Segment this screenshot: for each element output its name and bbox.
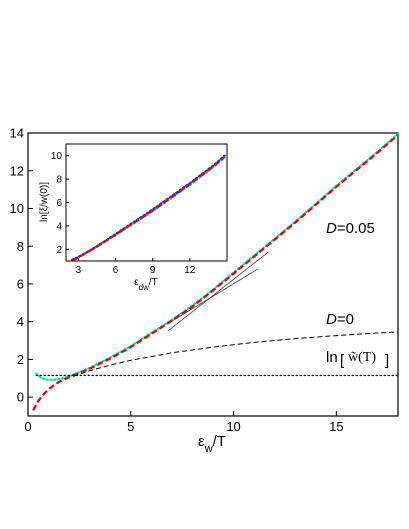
annotation-d-0: D=0 bbox=[326, 311, 354, 328]
annotation-d-0-05: D=0.05 bbox=[326, 220, 375, 237]
y-tick-label: 0 bbox=[17, 390, 24, 405]
inset-plot-background bbox=[66, 144, 227, 261]
y-tick-label: 6 bbox=[56, 198, 62, 209]
annotation-ln-w-tilde: ln [ w̃(T) ] bbox=[326, 349, 389, 369]
x-tick-label: 3 bbox=[76, 265, 82, 276]
annotation-ln-close-bracket: ] bbox=[385, 352, 389, 369]
series-line-dashed-red bbox=[32, 134, 399, 411]
x-tick-label: 9 bbox=[150, 265, 156, 276]
main-series-group bbox=[32, 132, 400, 411]
x-tick-label: 0 bbox=[24, 419, 31, 434]
x-tick-label: 15 bbox=[329, 419, 343, 434]
inset-x-axis-title: εdw/T bbox=[134, 277, 158, 292]
series-line-solid-thin bbox=[167, 251, 269, 332]
main-x-axis-title: εw/T bbox=[198, 433, 226, 455]
y-tick-label: 8 bbox=[56, 175, 62, 186]
inset-series-group bbox=[71, 154, 226, 262]
series-line-dashed-black bbox=[73, 331, 399, 377]
inset-axis-ticks: 3 6 9 12 2 4 6 8 10 bbox=[51, 151, 196, 276]
y-tick-label: 4 bbox=[17, 314, 24, 329]
x-tick-label: 12 bbox=[184, 265, 196, 276]
y-tick-label: 2 bbox=[17, 352, 24, 367]
y-tick-label: 10 bbox=[51, 151, 63, 162]
x-tick-label: 10 bbox=[226, 419, 240, 434]
y-tick-label: 4 bbox=[56, 221, 62, 232]
y-tick-label: 12 bbox=[10, 163, 24, 178]
y-tick-label: 2 bbox=[56, 245, 62, 256]
series-line-dotted-green bbox=[35, 132, 400, 381]
series-line-dashed-red bbox=[71, 156, 226, 262]
y-tick-label: 6 bbox=[17, 276, 24, 291]
y-tick-label: 8 bbox=[17, 239, 24, 254]
annotation-ln-inner: w̃(T) bbox=[348, 350, 376, 365]
annotation-ln-open-bracket: [ bbox=[340, 352, 345, 369]
x-tick-label: 6 bbox=[113, 265, 119, 276]
inset-y-axis-title: ln[ξ/w(0)] bbox=[39, 182, 50, 222]
main-axis-ticks: 0 5 10 15 0 2 4 6 8 10 12 14 bbox=[10, 126, 344, 434]
annotation-ln-text: ln bbox=[326, 349, 338, 366]
y-tick-label: 14 bbox=[10, 126, 24, 141]
series-line-solid-thin bbox=[167, 268, 259, 324]
y-tick-label: 10 bbox=[10, 201, 24, 216]
inset-plot-frame bbox=[65, 143, 228, 262]
x-tick-label: 5 bbox=[127, 419, 134, 434]
main-plot-frame bbox=[27, 132, 399, 417]
